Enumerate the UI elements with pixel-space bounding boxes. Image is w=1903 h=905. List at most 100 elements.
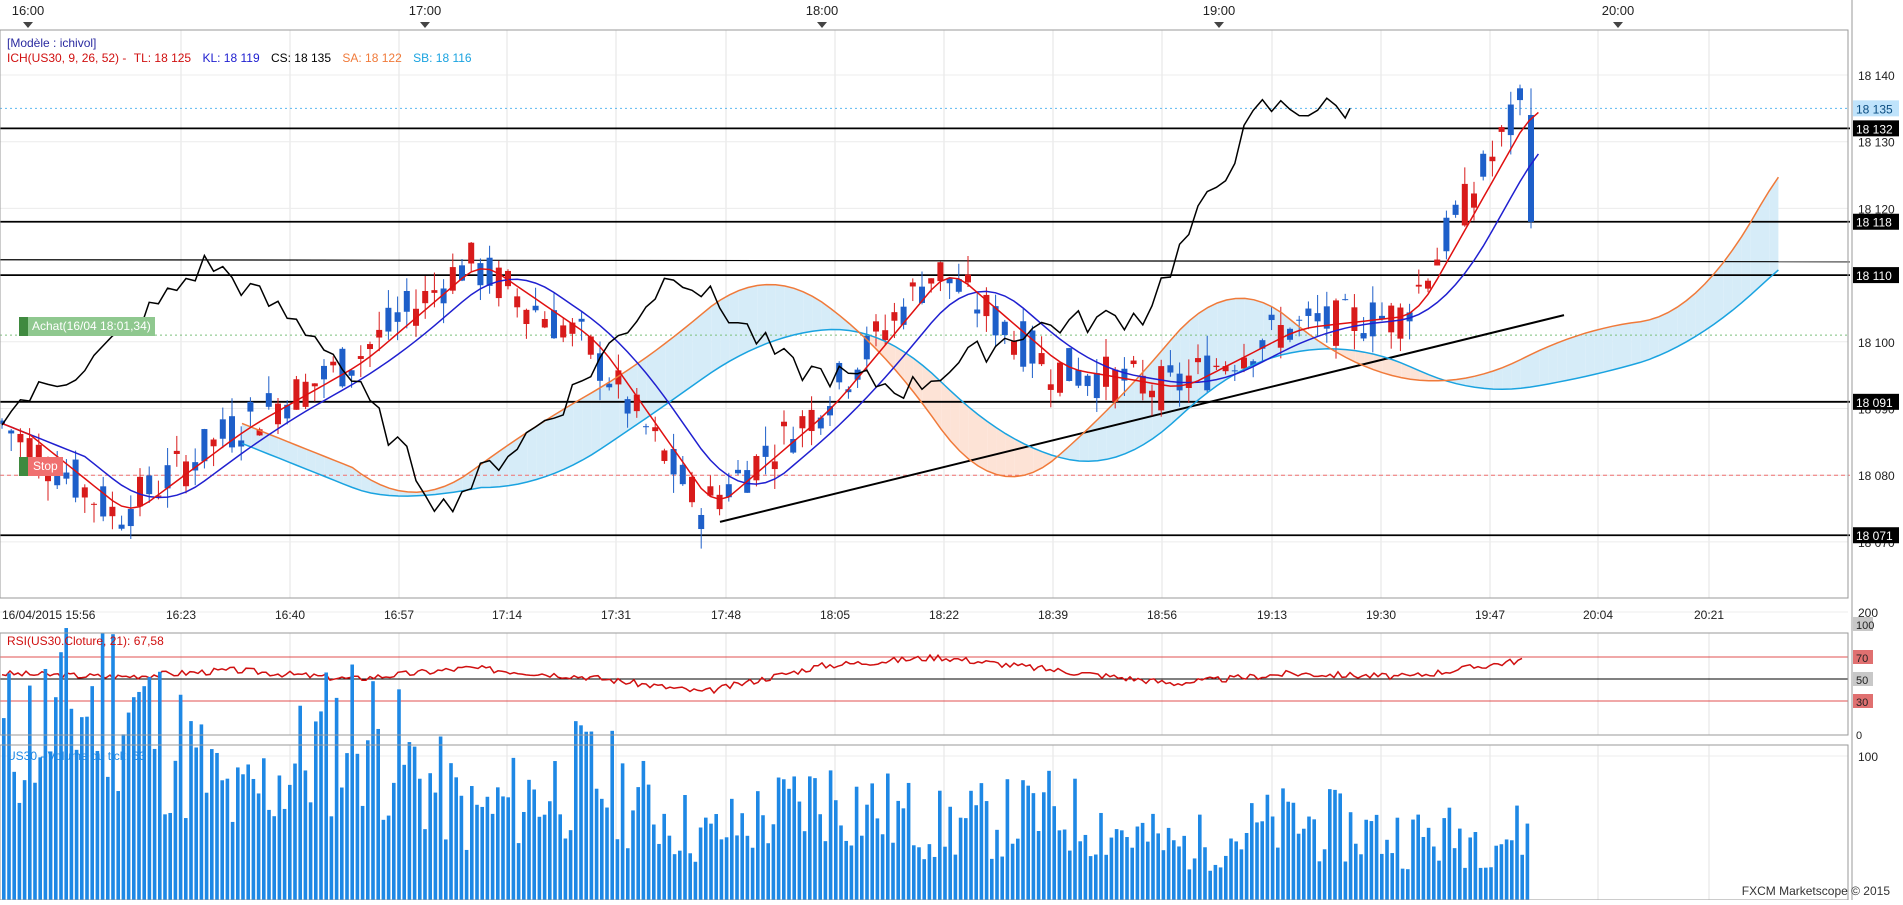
volume-bar bbox=[542, 814, 547, 900]
candle-body bbox=[1305, 308, 1312, 316]
volume-bar bbox=[1026, 785, 1030, 900]
volume-bar bbox=[1104, 854, 1108, 900]
candle-body bbox=[1406, 312, 1413, 322]
volume-bar bbox=[1088, 856, 1093, 900]
volume-bar bbox=[69, 708, 74, 900]
bottom-time-label: 16:40 bbox=[275, 608, 305, 622]
volume-bar bbox=[1083, 834, 1088, 900]
volume-bar bbox=[319, 711, 323, 900]
candle-body bbox=[1323, 306, 1330, 329]
volume-bar bbox=[1187, 869, 1192, 900]
volume-bar bbox=[818, 814, 822, 900]
volume-bar bbox=[1515, 805, 1519, 900]
ichimoku-cloud bbox=[610, 375, 620, 443]
volume-bar bbox=[1437, 860, 1441, 900]
candle-body bbox=[1351, 307, 1358, 331]
volume-bar bbox=[532, 789, 536, 900]
volume-bar bbox=[1416, 814, 1420, 900]
rsi-panel-frame bbox=[0, 632, 1849, 736]
price-level-label: 18 091 bbox=[1856, 396, 1893, 410]
candle-body bbox=[109, 506, 116, 517]
volume-bar bbox=[17, 802, 22, 900]
volume-bar bbox=[1281, 788, 1285, 900]
candle-body bbox=[0, 420, 5, 424]
ichimoku-cloud bbox=[886, 341, 896, 370]
ichimoku-cloud bbox=[867, 334, 877, 350]
candle-body bbox=[247, 401, 254, 412]
candle-body bbox=[661, 450, 668, 461]
volume-bar bbox=[756, 791, 760, 900]
candle-body bbox=[1222, 366, 1229, 372]
ichimoku-cloud bbox=[407, 491, 417, 497]
volume-bar bbox=[54, 697, 58, 900]
volume-bar bbox=[948, 806, 952, 900]
candle-body bbox=[1528, 115, 1534, 222]
volume-bar bbox=[678, 850, 682, 900]
volume-bar bbox=[2, 718, 6, 900]
candle-body bbox=[551, 310, 557, 339]
volume-bar bbox=[548, 801, 552, 900]
volume-bar bbox=[1062, 829, 1067, 900]
ichimoku-cloud bbox=[490, 451, 500, 488]
volume-bar bbox=[1291, 802, 1296, 900]
volume-tick-label: 200 bbox=[1858, 606, 1878, 620]
volume-bar bbox=[813, 778, 817, 900]
candle-body bbox=[1517, 88, 1523, 101]
candle-body bbox=[210, 439, 217, 447]
trendline bbox=[719, 314, 1565, 523]
volume-bar bbox=[891, 842, 895, 900]
ichimoku-cloud bbox=[1336, 348, 1346, 358]
candle-body bbox=[293, 379, 300, 410]
volume-bar bbox=[225, 778, 230, 900]
candle-body bbox=[615, 370, 622, 385]
cs-value: CS: 18 135 bbox=[270, 51, 332, 65]
volume-bar bbox=[932, 856, 937, 900]
volume-bar bbox=[1489, 867, 1493, 900]
volume-bar bbox=[298, 705, 302, 900]
candle-body bbox=[431, 290, 438, 293]
ichimoku-cloud bbox=[1244, 298, 1254, 369]
ichimoku-cloud bbox=[729, 290, 739, 362]
candle-body bbox=[919, 286, 925, 303]
candle-body bbox=[541, 318, 548, 328]
volume-bar bbox=[610, 730, 614, 900]
ichimoku-cloud bbox=[564, 403, 574, 470]
rsi-tick-badge bbox=[1853, 672, 1873, 686]
volume-bar bbox=[1016, 838, 1020, 900]
volume-bar bbox=[672, 854, 677, 900]
ichimoku-cloud bbox=[1474, 373, 1484, 389]
buy-order-label[interactable]: Achat(16/04 18:01,34) bbox=[19, 317, 155, 336]
ichimoku-cloud bbox=[536, 420, 546, 480]
candle-body bbox=[495, 267, 502, 299]
tenkan-line bbox=[1, 111, 1539, 509]
volume-bar bbox=[1458, 828, 1462, 900]
template-label: [Modèle : ichivol] bbox=[7, 36, 97, 50]
ichimoku-cloud bbox=[1014, 438, 1024, 477]
stop-order-label[interactable]: Stop bbox=[19, 457, 63, 476]
rsi-tick-label: 70 bbox=[1856, 653, 1868, 665]
volume-bar bbox=[158, 671, 162, 900]
ichimoku-cloud bbox=[1539, 346, 1549, 386]
ichimoku-cloud bbox=[757, 284, 767, 348]
candle-body bbox=[72, 459, 79, 498]
volume-bar bbox=[875, 818, 880, 900]
volume-bar bbox=[912, 845, 916, 900]
candle-body bbox=[689, 476, 695, 503]
ichimoku-cloud bbox=[1235, 298, 1245, 374]
volume-bar bbox=[870, 783, 874, 900]
volume-bar bbox=[48, 751, 53, 900]
bottom-time-label: 20:04 bbox=[1583, 608, 1613, 622]
volume-bar bbox=[974, 805, 978, 900]
price-tick-label: 18 080 bbox=[1858, 469, 1895, 483]
ichimoku-cloud bbox=[1750, 205, 1760, 295]
ichimoku-cloud bbox=[1097, 410, 1107, 461]
volume-bar bbox=[38, 757, 42, 900]
candle-body bbox=[1342, 299, 1349, 301]
candle-body bbox=[670, 448, 677, 475]
volume-bar bbox=[22, 780, 27, 900]
volume-bar bbox=[1078, 841, 1082, 900]
ichimoku-cloud bbox=[1465, 376, 1475, 388]
volume-bar bbox=[600, 798, 604, 900]
volume-bar bbox=[506, 797, 510, 900]
volume-bar bbox=[563, 838, 568, 900]
